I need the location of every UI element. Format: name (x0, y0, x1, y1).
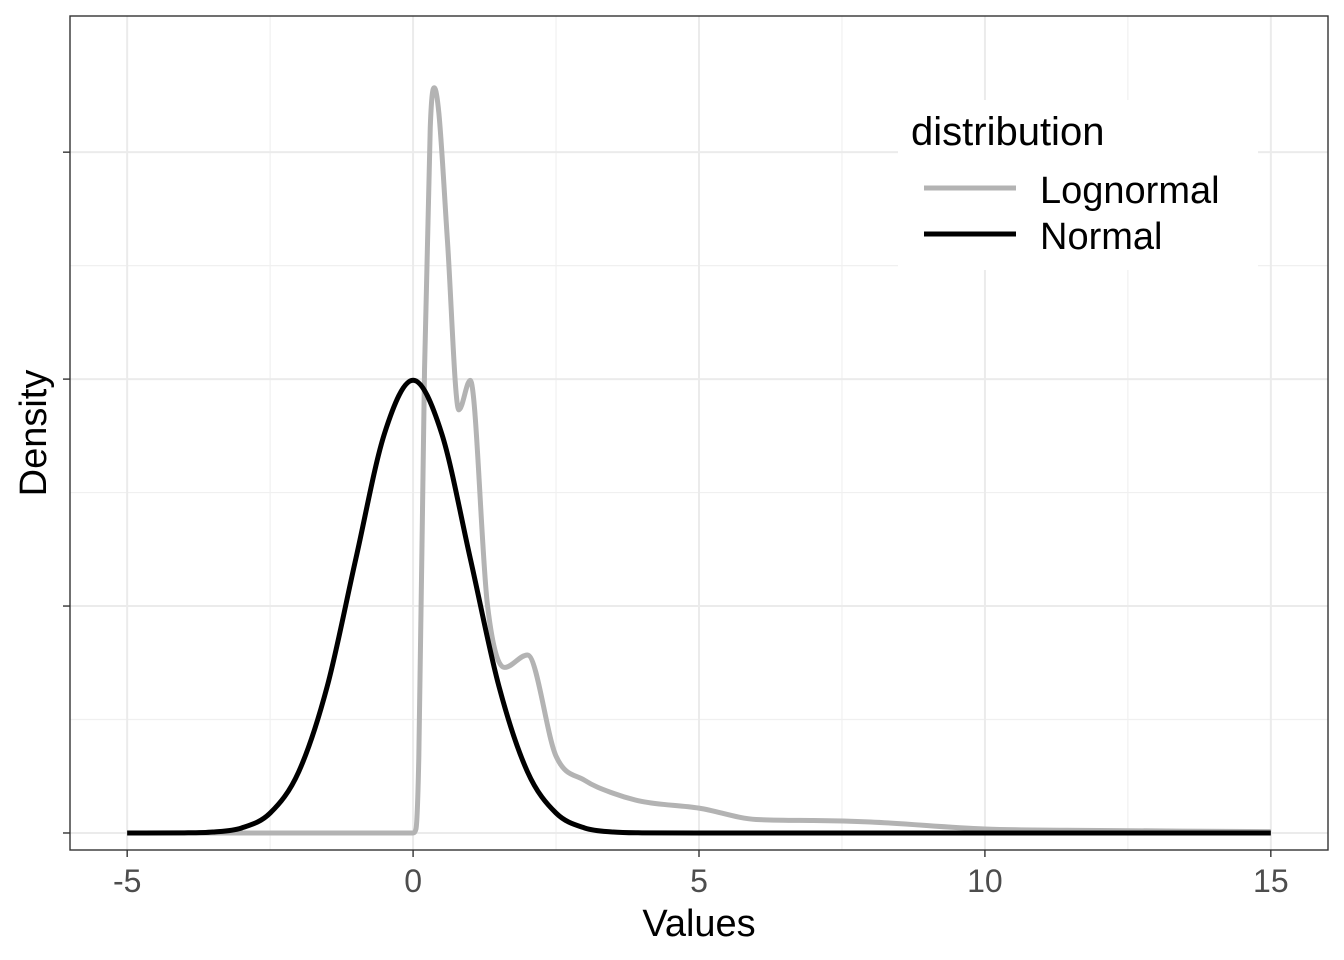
legend-label-lognormal: Lognormal (1040, 170, 1220, 212)
axis-ticks (63, 151, 1272, 857)
legend: distribution Lognormal Normal (898, 100, 1258, 270)
x-tick-label: -5 (113, 863, 141, 899)
x-tick-label: 15 (1253, 863, 1289, 899)
x-tick-label: 0 (404, 863, 422, 899)
legend-title: distribution (911, 110, 1104, 154)
legend-background (898, 100, 1258, 270)
x-tick-label: 10 (967, 863, 1003, 899)
series-layer (127, 85, 1271, 836)
x-tick-label: 5 (690, 863, 708, 899)
x-axis-title: Values (642, 903, 755, 945)
y-axis-title: Density (13, 370, 55, 497)
series-line-normal (127, 377, 1271, 836)
legend-label-normal: Normal (1040, 216, 1162, 258)
major-gridlines (70, 16, 1328, 850)
series-line-lognormal (127, 85, 1271, 836)
x-tick-labels: -5 0 5 10 15 (113, 863, 1289, 899)
